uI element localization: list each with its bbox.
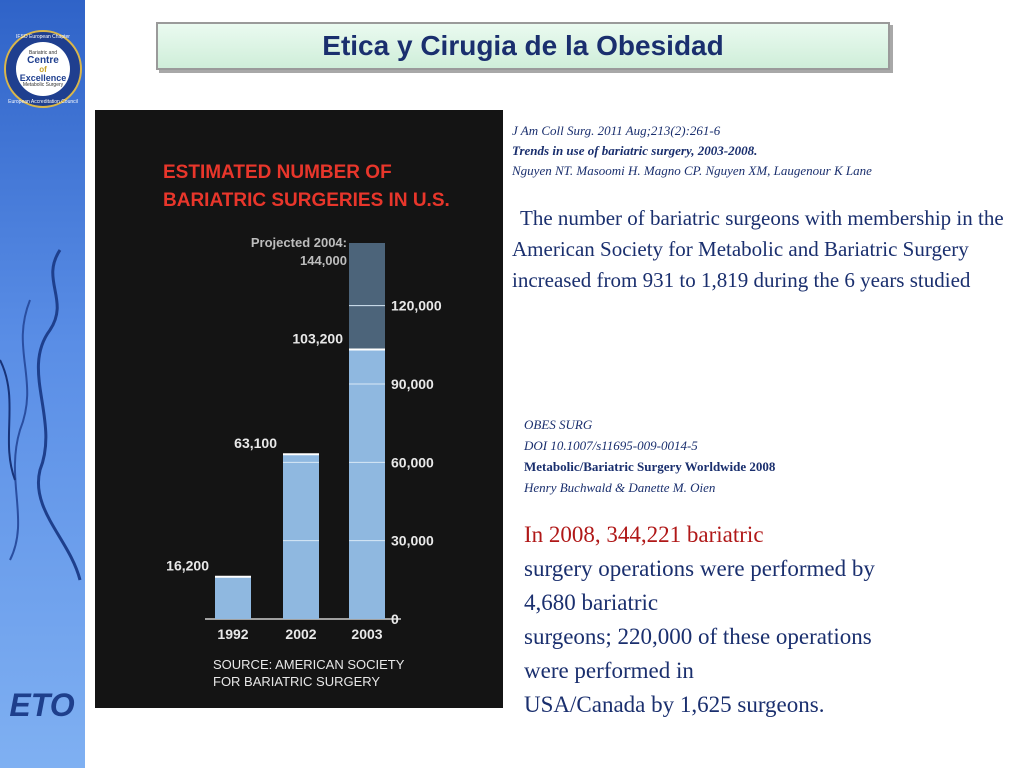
reference-1: J Am Coll Surg. 2011 Aug;213(2):261-6 Tr… xyxy=(512,121,1012,181)
ref1-authors: Nguyen NT. Masoomi H. Magno CP. Nguyen X… xyxy=(512,163,872,178)
y-tick-label: 30,000 xyxy=(391,533,434,549)
y-tick-label: 90,000 xyxy=(391,376,434,392)
slide-title: Etica y Cirugia de la Obesidad xyxy=(322,30,724,61)
bar-1992 xyxy=(215,576,251,619)
bar-2003 xyxy=(349,349,385,619)
para1-text: The number of bariatric surgeons with me… xyxy=(512,206,1004,292)
y-tick-label: 120,000 xyxy=(391,298,442,314)
title-banner: Etica y Cirugia de la Obesidad xyxy=(156,22,890,70)
ref2-journal: OBES SURG xyxy=(524,417,593,432)
reference-2: OBES SURG DOI 10.1007/s11695-009-0014-5 … xyxy=(524,414,1004,498)
projected-bar-2004 xyxy=(349,243,385,350)
ref2-doi: DOI 10.1007/s11695-009-0014-5 xyxy=(524,438,698,453)
logo-ring-top: IFSO European Chapter xyxy=(16,34,70,40)
logo-line3: of xyxy=(39,64,47,74)
chart-source-line2: FOR BARIATRIC SURGERY xyxy=(213,674,380,689)
y-tick-label: 0 xyxy=(391,611,399,627)
logo-line4: Excellence xyxy=(19,72,67,83)
bar-2002 xyxy=(283,454,319,619)
x-tick-label-2003: 2003 xyxy=(351,626,382,642)
centre-of-excellence-logo: IFSO European Chapter Bariatric and Cent… xyxy=(4,30,82,108)
bariatric-bar-chart: ESTIMATED NUMBER OF BARIATRIC SURGERIES … xyxy=(163,162,450,689)
ref1-article-title: Trends in use of bariatric surgery, 2003… xyxy=(512,143,758,158)
para2-line4: surgeons; 220,000 of these operations xyxy=(524,624,872,649)
eto-logo-text: ETO xyxy=(9,687,74,723)
projection-label-line1: Projected 2004: xyxy=(251,235,347,250)
surgeons-membership-paragraph: The number of bariatric surgeons with me… xyxy=(512,203,1012,296)
para2-line5: were performed in xyxy=(524,658,694,683)
chart-photo: ESTIMATED NUMBER OF BARIATRIC SURGERIES … xyxy=(95,110,503,708)
chart-title-line1: ESTIMATED NUMBER OF xyxy=(163,162,392,183)
x-tick-label-2002: 2002 xyxy=(285,626,316,642)
sidebar: IFSO European Chapter Bariatric and Cent… xyxy=(0,0,85,768)
bar-value-label-2003: 103,200 xyxy=(292,331,343,347)
logo-line5: Metabolic Surgery xyxy=(22,81,64,88)
decorative-curves xyxy=(0,249,82,581)
ref2-article-title: Metabolic/Bariatric Surgery Worldwide 20… xyxy=(524,459,776,474)
ref2-authors: Henry Buchwald & Danette M. Oien xyxy=(524,480,716,495)
para2-line3: 4,680 bariatric xyxy=(524,590,659,615)
bar-value-label-1992: 16,200 xyxy=(166,558,209,574)
worldwide-operations-paragraph: In 2008, 344,221 bariatric surgery opera… xyxy=(524,518,994,722)
para2-line2: surgery operations were performed by xyxy=(524,556,875,581)
para2-line6: USA/Canada by 1,625 surgeons. xyxy=(524,692,825,717)
y-tick-label: 60,000 xyxy=(391,454,434,470)
projection-label-line2: 144,000 xyxy=(300,253,347,268)
chart-title-line2: BARIATRIC SURGERIES IN U.S. xyxy=(163,190,450,211)
logo-line1: Bariatric and xyxy=(28,49,58,56)
para2-line1: In 2008, 344,221 bariatric xyxy=(524,522,764,547)
ref1-journal: J Am Coll Surg. 2011 Aug;213(2):261-6 xyxy=(512,123,721,138)
chart-source-line1: SOURCE: AMERICAN SOCIETY xyxy=(213,657,405,672)
logo-ring-bottom: European Accreditation Council xyxy=(8,99,78,105)
x-tick-label-1992: 1992 xyxy=(217,626,248,642)
logo-line2: Centre xyxy=(27,54,59,66)
eto-logo: ETO xyxy=(9,687,74,723)
bar-value-label-2002: 63,100 xyxy=(234,435,277,451)
